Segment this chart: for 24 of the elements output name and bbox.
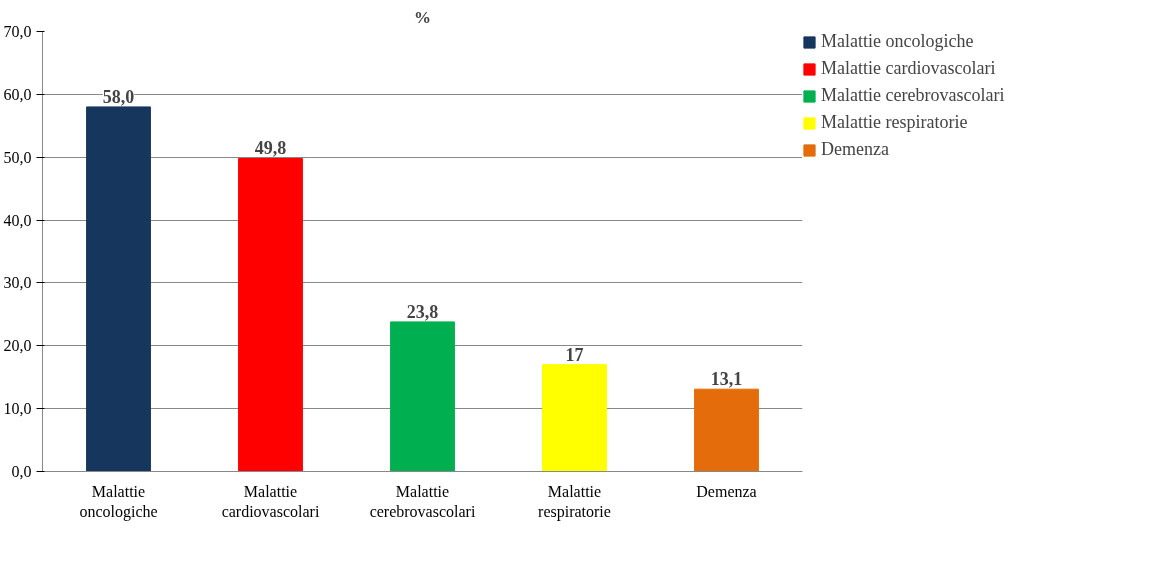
- data-label: 58,0: [102, 86, 135, 107]
- legend-label: Malattie cerebrovascolari: [821, 85, 1005, 106]
- chart-title: %: [414, 7, 431, 27]
- data-label: 17: [565, 344, 584, 365]
- y-tick-label: 60,0: [3, 85, 32, 103]
- y-tick-label: 10,0: [3, 400, 32, 418]
- x-tick-label: Malattie cardiovascolari: [221, 482, 320, 520]
- legend-label: Malattie cardiovascolari: [821, 58, 996, 79]
- x-tick-label: Demenza: [696, 482, 757, 500]
- legend-label: Malattie oncologiche: [821, 31, 974, 52]
- data-label: 23,8: [406, 301, 439, 322]
- x-tick-label: Malattie respiratorie: [538, 482, 611, 521]
- legend-label: Malattie respiratorie: [821, 112, 968, 133]
- legend-label: Demenza: [821, 139, 889, 160]
- x-tick-label: Malattie cerebrovascolari: [369, 482, 476, 520]
- y-tick-label: 70,0: [3, 23, 32, 40]
- y-tick-label: 20,0: [3, 337, 32, 355]
- y-tick-label: 50,0: [3, 148, 32, 166]
- data-label: 49,8: [254, 138, 287, 159]
- y-tick-label: 0,0: [11, 463, 32, 480]
- x-tick-label: Malattie oncologiche: [79, 482, 158, 521]
- data-label: 13,1: [710, 369, 743, 390]
- y-tick-label: 40,0: [3, 211, 32, 229]
- y-tick-label: 30,0: [3, 274, 32, 292]
